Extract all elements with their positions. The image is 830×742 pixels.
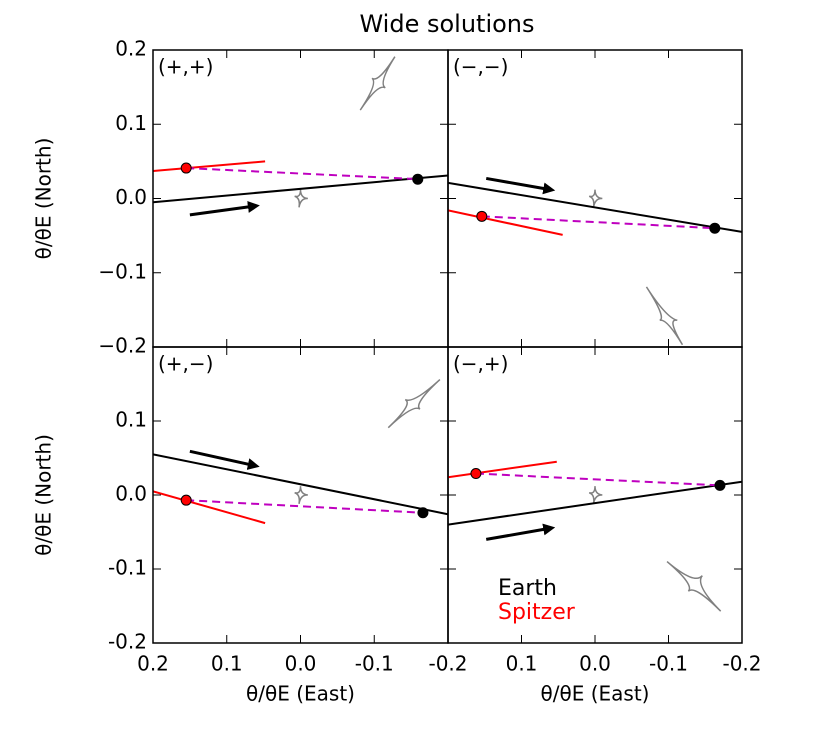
panel-label: (+,−) <box>158 352 213 376</box>
legend-entry: Spitzer <box>498 600 576 625</box>
panel-label: (−,−) <box>453 55 508 79</box>
plot-area <box>153 379 448 525</box>
trajectory-line <box>153 453 448 516</box>
source-position <box>714 479 726 491</box>
separation-line <box>186 167 418 181</box>
plot-area <box>153 56 448 217</box>
plot-area <box>448 460 742 612</box>
caustic <box>294 189 308 208</box>
trajectory-line <box>153 490 266 525</box>
source-position <box>476 210 488 222</box>
y-tick-label: 0.2 <box>115 37 147 61</box>
caustic <box>666 561 722 612</box>
caustic <box>645 286 684 346</box>
x-tick-label: -0.2 <box>722 652 761 676</box>
caustic <box>359 56 396 111</box>
source-position <box>709 222 721 234</box>
axes-frame <box>152 346 449 644</box>
x-axis-label: θ/θE (East) <box>246 682 355 706</box>
x-tick-label: -0.1 <box>355 652 394 676</box>
y-tick-label: −0.1 <box>98 259 147 283</box>
x-tick-label: 0.2 <box>137 652 169 676</box>
y-tick-label: -0.1 <box>108 556 147 580</box>
source-position <box>412 173 424 185</box>
panel-label: (+,+) <box>158 55 213 79</box>
x-tick-label: -0.1 <box>649 652 688 676</box>
y-tick-label: 0.1 <box>115 408 147 432</box>
y-tick-label: 0.1 <box>115 111 147 135</box>
figure-title: Wide solutions <box>359 10 534 38</box>
axes-frame <box>447 346 743 644</box>
y-axis-label: θ/θE (North) <box>32 434 56 556</box>
legend-entry: Earth <box>498 576 557 601</box>
axes-frame <box>447 49 743 348</box>
trajectory-line <box>448 460 557 479</box>
x-tick-label: 0.0 <box>579 652 611 676</box>
trajectory-line <box>153 160 266 173</box>
y-tick-label: -0.2 <box>108 630 147 654</box>
direction-arrow <box>485 523 556 541</box>
direction-arrow <box>189 449 260 471</box>
source-position <box>417 507 429 519</box>
x-tick-label: 0.1 <box>211 652 243 676</box>
source-position <box>180 162 192 174</box>
trajectory-line <box>448 480 742 526</box>
plot-area <box>448 176 742 346</box>
y-tick-label: −0.2 <box>98 334 147 358</box>
caustic <box>294 486 308 505</box>
x-tick-label: 0.0 <box>285 652 317 676</box>
separation-line <box>186 499 423 514</box>
x-tick-label: -0.2 <box>428 652 467 676</box>
trajectory-line <box>448 209 563 236</box>
y-tick-label: 0.0 <box>115 482 147 506</box>
trajectory-line <box>448 181 742 233</box>
caustic <box>588 189 603 208</box>
direction-arrow <box>485 176 556 195</box>
caustic <box>387 379 441 429</box>
y-axis-label: θ/θE (North) <box>32 138 56 260</box>
y-tick-label: 0.0 <box>115 185 147 209</box>
x-tick-label: 0.1 <box>506 652 538 676</box>
x-axis-label: θ/θE (East) <box>541 682 650 706</box>
trajectory-line <box>153 174 448 204</box>
source-position <box>180 494 192 506</box>
panel-label: (−,+) <box>453 352 508 376</box>
separation-line <box>475 472 720 487</box>
direction-arrow <box>189 201 260 217</box>
caustic <box>588 486 603 505</box>
source-position <box>470 468 482 480</box>
